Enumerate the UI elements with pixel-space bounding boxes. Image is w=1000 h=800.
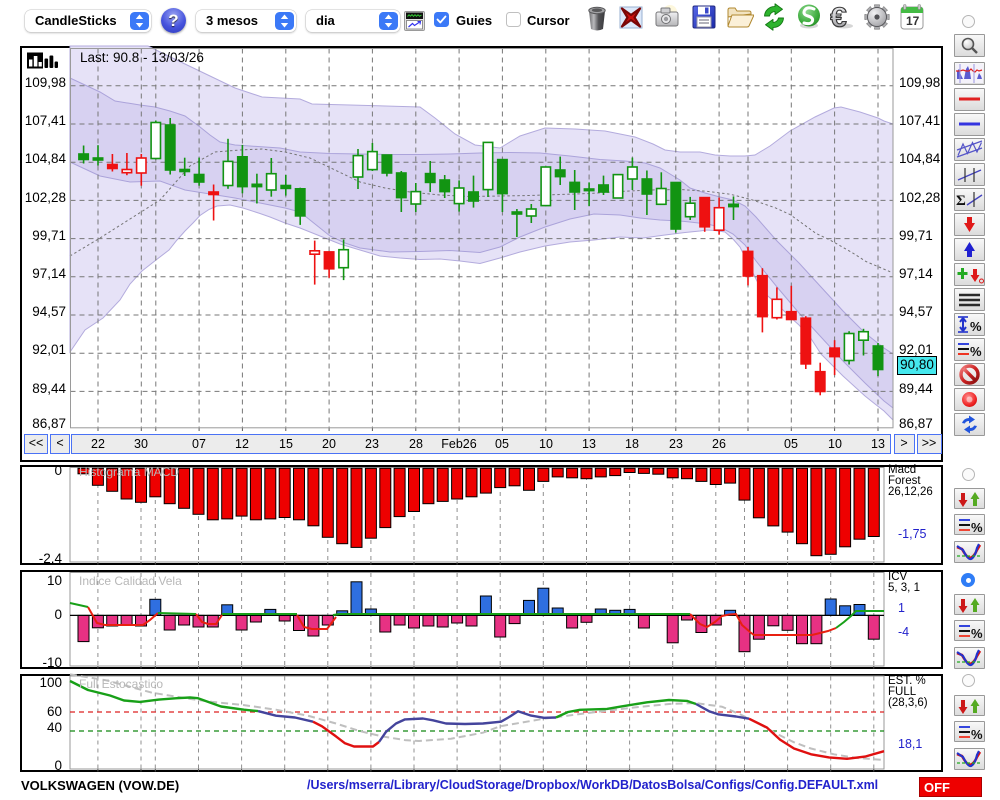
svg-text:%: %: [971, 626, 983, 640]
svg-text:%: %: [970, 319, 982, 334]
svg-text:17: 17: [906, 14, 920, 28]
svg-text:%: %: [970, 344, 982, 359]
svg-text:%: %: [971, 727, 983, 741]
svg-text:Σ: Σ: [956, 193, 966, 209]
svg-text:€: €: [830, 2, 847, 31]
svg-text:%: %: [971, 520, 983, 534]
